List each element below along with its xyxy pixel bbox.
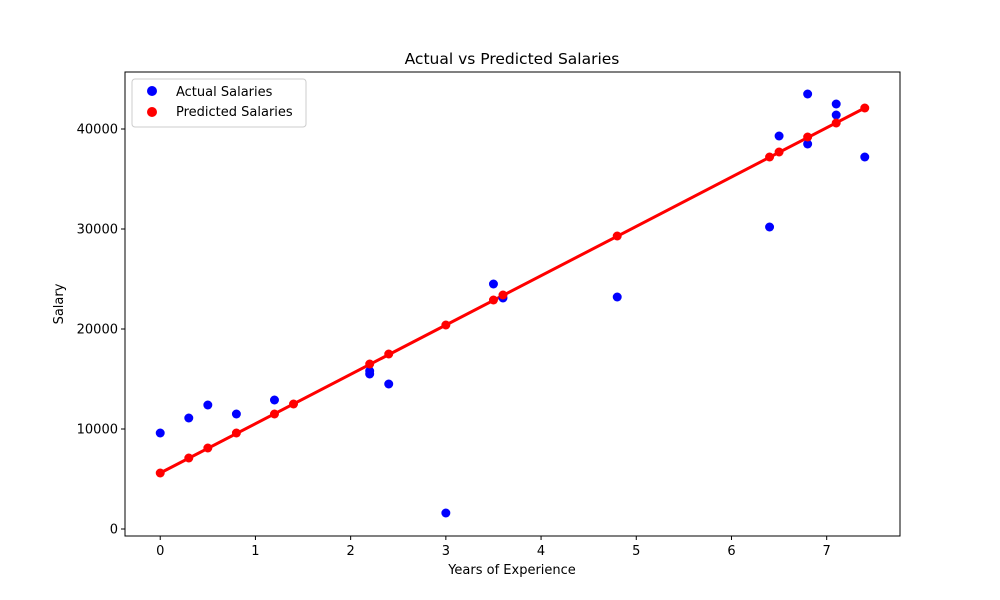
predicted-point bbox=[774, 147, 784, 157]
legend-label-predicted: Predicted Salaries bbox=[176, 105, 293, 120]
x-tick-label: 4 bbox=[537, 544, 545, 559]
legend: Actual Salaries Predicted Salaries bbox=[131, 78, 307, 128]
y-axis-title: Salary bbox=[52, 283, 67, 324]
actual-point bbox=[612, 292, 622, 302]
chart-title: Actual vs Predicted Salaries bbox=[405, 50, 620, 68]
actual-point bbox=[831, 110, 841, 120]
actual-point bbox=[765, 222, 775, 232]
actual-point bbox=[231, 409, 241, 419]
predicted-point bbox=[289, 399, 299, 409]
actual-point bbox=[203, 400, 213, 410]
y-tick-label: 30000 bbox=[77, 223, 118, 238]
actual-point bbox=[184, 413, 194, 423]
x-tick-label: 2 bbox=[347, 544, 355, 559]
y-tick-label: 10000 bbox=[77, 423, 118, 438]
actual-point bbox=[831, 99, 841, 109]
x-axis-title: Years of Experience bbox=[447, 563, 576, 578]
actual-point bbox=[441, 508, 451, 518]
y-tick-label: 40000 bbox=[77, 123, 118, 138]
x-tick-label: 0 bbox=[156, 544, 164, 559]
x-tick-label: 7 bbox=[823, 544, 831, 559]
predicted-point bbox=[155, 468, 165, 478]
predicted-point bbox=[384, 349, 394, 359]
actual-point bbox=[155, 428, 165, 438]
legend-frame bbox=[131, 78, 307, 128]
series-actual bbox=[155, 89, 870, 518]
legend-marker-predicted bbox=[147, 107, 157, 117]
actual-point bbox=[384, 379, 394, 389]
actual-point bbox=[774, 131, 784, 141]
actual-point bbox=[365, 366, 375, 376]
predicted-point bbox=[860, 103, 870, 113]
predicted-point bbox=[184, 453, 194, 463]
actual-point bbox=[860, 152, 870, 162]
legend-label-actual: Actual Salaries bbox=[176, 85, 273, 100]
y-axis: 0 10000 20000 30000 40000 bbox=[77, 123, 125, 538]
predicted-point bbox=[203, 443, 213, 453]
x-axis: 0 1 2 3 4 5 6 7 bbox=[156, 536, 831, 559]
predicted-point bbox=[488, 295, 498, 305]
predicted-point bbox=[612, 231, 622, 241]
actual-point bbox=[803, 139, 813, 149]
series-predicted bbox=[155, 103, 870, 478]
x-tick-label: 1 bbox=[251, 544, 259, 559]
x-tick-label: 6 bbox=[727, 544, 735, 559]
x-tick-label: 3 bbox=[442, 544, 450, 559]
y-tick-label: 20000 bbox=[77, 323, 118, 338]
plot-frame bbox=[124, 71, 901, 537]
actual-point bbox=[269, 395, 279, 405]
y-tick-label: 0 bbox=[110, 523, 118, 538]
predicted-point bbox=[803, 132, 813, 142]
predicted-point bbox=[441, 320, 451, 330]
predicted-point bbox=[831, 118, 841, 128]
predicted-point bbox=[765, 152, 775, 162]
predicted-point bbox=[269, 409, 279, 419]
legend-marker-actual bbox=[147, 86, 157, 96]
predicted-point bbox=[231, 428, 241, 438]
actual-point bbox=[803, 89, 813, 99]
predicted-point bbox=[365, 359, 375, 369]
actual-point bbox=[488, 279, 498, 289]
x-tick-label: 5 bbox=[632, 544, 640, 559]
predicted-point bbox=[498, 290, 508, 300]
plot-area bbox=[155, 89, 870, 518]
regression-line bbox=[159, 106, 866, 475]
